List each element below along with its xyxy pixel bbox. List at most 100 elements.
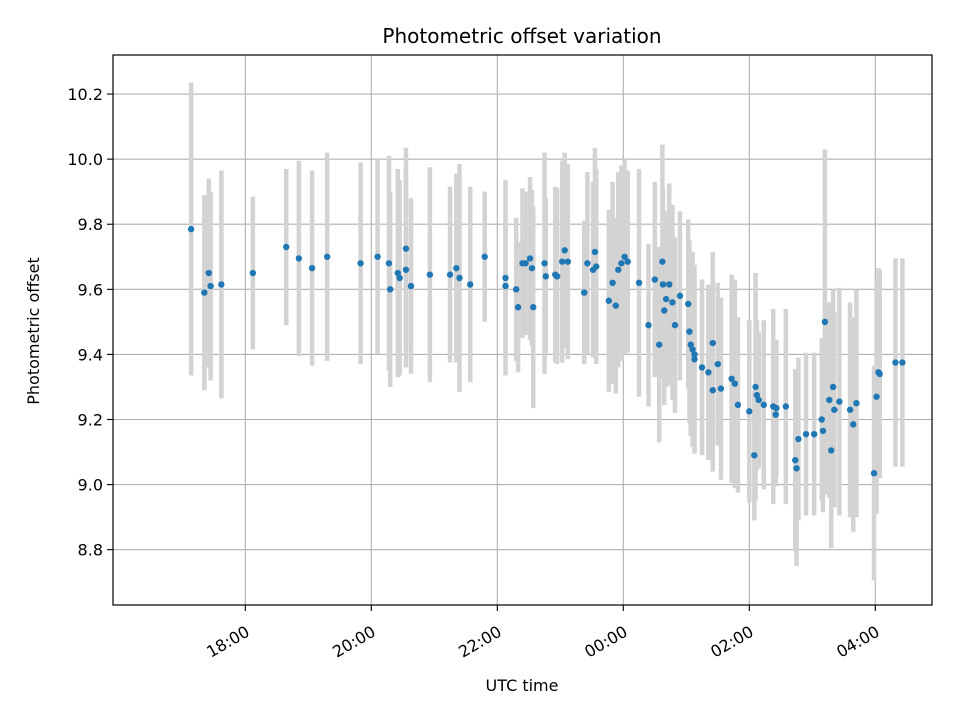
data-point [249,269,257,277]
data-point [731,380,739,387]
y-tick-label: 10.0 [67,150,103,169]
data-point [624,258,631,265]
data-point [561,247,568,254]
data-point [850,421,857,428]
data-point [187,225,195,233]
data-point [669,299,676,306]
data-point [666,281,673,288]
data-point [686,328,693,335]
data-point [446,271,454,278]
y-tick-label: 9.8 [78,215,103,234]
data-point [676,292,684,300]
data-point [612,302,619,309]
data-point [581,289,588,296]
data-point [522,260,529,267]
data-point [709,387,716,394]
data-point [541,260,548,267]
data-point [502,274,509,282]
data-point [831,406,838,413]
data-point [591,248,599,256]
data-point [659,258,666,265]
data-point [659,281,667,288]
data-point [357,260,364,267]
data-point [283,243,290,251]
data-point [810,430,818,438]
data-points [187,225,906,477]
data-point [792,456,799,464]
data-point [402,266,410,273]
data-point [818,416,825,423]
data-point [717,385,725,392]
data-point [553,273,561,280]
data-point [402,245,410,252]
data-point [772,411,779,418]
data-point [514,304,522,311]
x-tick-label: 00:00 [581,622,630,662]
data-point [755,396,762,404]
data-point [526,255,534,262]
data-point [876,370,883,378]
data-point [218,281,225,288]
data-point [698,364,706,371]
data-point [691,356,698,363]
y-tick-label: 9.2 [78,410,103,429]
data-point [684,300,692,308]
data-point [662,295,670,303]
data-point [795,435,802,443]
data-point [661,307,668,314]
data-point [870,469,878,477]
x-axis-label: UTC time [486,676,559,695]
data-point [635,279,643,287]
data-point [558,258,566,265]
y-tick-label: 9.6 [78,280,103,299]
data-point [853,400,860,407]
data-point [530,304,537,311]
data-point [899,359,906,366]
data-point [752,383,759,391]
data-point [728,375,735,383]
data-point [753,391,761,399]
x-tick-label: 04:00 [833,622,882,662]
data-point [829,383,837,391]
data-point [709,339,716,347]
x-tick-label: 02:00 [707,622,756,662]
data-point [502,282,509,290]
data-point [528,264,536,272]
x-tick-label: 18:00 [203,622,252,662]
error-bars [188,82,905,581]
y-axis-label: Photometric offset [24,257,43,405]
data-point [793,465,800,472]
data-point [892,359,899,366]
data-point [407,282,415,290]
y-axis-ticks: 8.8 9.0 9.2 9.4 9.6 9.8 10.0 10.2 [67,85,113,560]
data-point [836,398,843,405]
data-point [456,274,463,282]
data-point [542,273,550,280]
chart-title: Photometric offset variation [382,24,661,48]
data-point [394,269,401,277]
data-point [201,289,208,296]
data-point [819,427,827,435]
data-point [821,318,829,326]
y-tick-label: 9.4 [78,345,103,364]
data-point [426,271,434,278]
x-tick-label: 20:00 [329,622,378,662]
data-point [782,403,790,410]
data-point [671,321,679,329]
data-point [605,297,613,304]
data-point [751,452,758,459]
data-point [873,393,880,400]
data-point [295,255,303,262]
data-point [593,263,600,270]
y-tick-label: 10.2 [67,85,103,104]
data-point [802,430,810,438]
data-point [645,321,652,329]
data-point [467,281,474,288]
data-point [760,401,767,409]
y-tick-label: 8.8 [78,541,103,560]
y-tick-label: 9.0 [78,476,103,495]
data-point [846,406,854,413]
data-point [615,266,622,273]
data-point [651,276,658,283]
data-point [564,258,572,265]
